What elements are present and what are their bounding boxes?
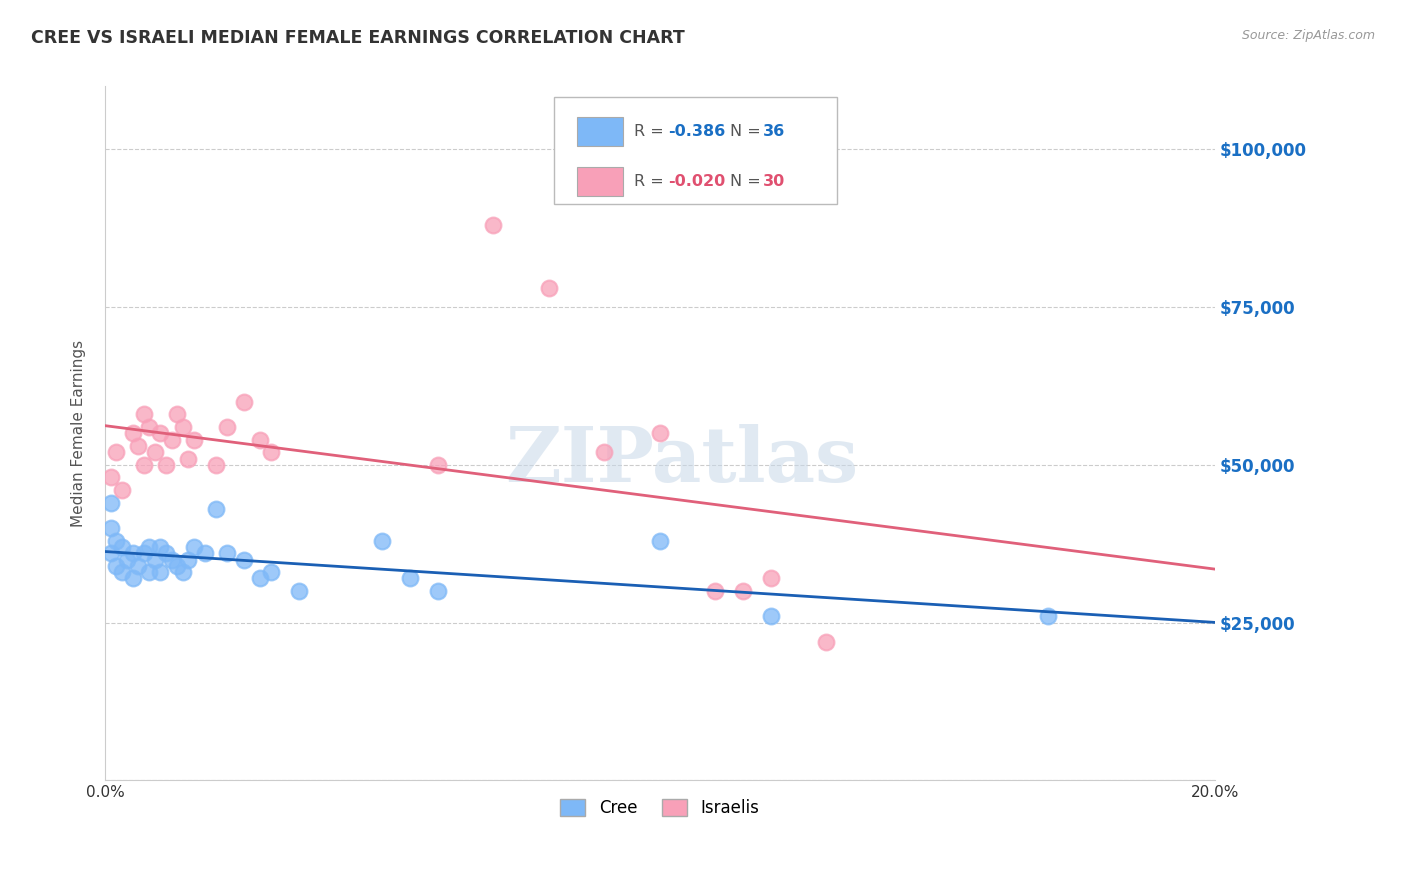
Point — [177, 552, 200, 566]
Point — [138, 540, 160, 554]
Point — [249, 571, 271, 585]
Text: CREE VS ISRAELI MEDIAN FEMALE EARNINGS CORRELATION CHART: CREE VS ISRAELI MEDIAN FEMALE EARNINGS C… — [31, 29, 685, 46]
Point — [815, 634, 838, 648]
Text: 36: 36 — [763, 124, 786, 139]
Point — [138, 420, 160, 434]
Point — [232, 394, 254, 409]
Point — [132, 546, 155, 560]
Point — [115, 552, 138, 566]
Point — [121, 426, 143, 441]
Point — [648, 533, 671, 548]
Point — [249, 433, 271, 447]
Point — [215, 546, 238, 560]
Point — [132, 408, 155, 422]
Point — [105, 445, 128, 459]
Point — [172, 565, 194, 579]
Point — [111, 540, 134, 554]
Point — [166, 408, 188, 422]
Point — [232, 552, 254, 566]
Point — [143, 552, 166, 566]
Point — [127, 558, 149, 573]
Point — [100, 546, 122, 560]
Point — [166, 558, 188, 573]
Point — [149, 540, 172, 554]
FancyBboxPatch shape — [554, 96, 838, 204]
Point — [105, 533, 128, 548]
Text: N =: N = — [730, 124, 766, 139]
Point — [121, 546, 143, 560]
Text: R =: R = — [634, 174, 669, 189]
Point — [260, 445, 283, 459]
Point — [155, 546, 177, 560]
Point — [132, 458, 155, 472]
Point — [1038, 609, 1060, 624]
FancyBboxPatch shape — [576, 168, 623, 196]
Point — [183, 433, 205, 447]
Point — [733, 584, 755, 599]
Point — [149, 426, 172, 441]
Point — [160, 433, 183, 447]
Point — [183, 540, 205, 554]
Text: R =: R = — [634, 124, 669, 139]
Point — [648, 426, 671, 441]
Point — [759, 609, 782, 624]
Point — [205, 502, 228, 516]
Point — [704, 584, 727, 599]
FancyBboxPatch shape — [576, 117, 623, 146]
Text: -0.020: -0.020 — [668, 174, 725, 189]
Legend: Cree, Israelis: Cree, Israelis — [554, 792, 766, 824]
Point — [759, 571, 782, 585]
Text: Source: ZipAtlas.com: Source: ZipAtlas.com — [1241, 29, 1375, 42]
Y-axis label: Median Female Earnings: Median Female Earnings — [72, 340, 86, 527]
Point — [172, 420, 194, 434]
Text: -0.386: -0.386 — [668, 124, 725, 139]
Point — [426, 584, 449, 599]
Point — [288, 584, 311, 599]
Point — [160, 552, 183, 566]
Point — [100, 496, 122, 510]
Point — [205, 458, 228, 472]
Point — [260, 565, 283, 579]
Point — [143, 445, 166, 459]
Point — [100, 470, 122, 484]
Point — [177, 451, 200, 466]
Point — [149, 565, 172, 579]
Point — [371, 533, 394, 548]
Point — [482, 218, 505, 232]
Point — [127, 439, 149, 453]
Point — [138, 565, 160, 579]
Text: 30: 30 — [763, 174, 786, 189]
Text: N =: N = — [730, 174, 766, 189]
Point — [537, 281, 560, 295]
Point — [399, 571, 422, 585]
Point — [194, 546, 217, 560]
Point — [111, 565, 134, 579]
Point — [593, 445, 616, 459]
Point — [121, 571, 143, 585]
Point — [100, 521, 122, 535]
Point — [155, 458, 177, 472]
Text: ZIPatlas: ZIPatlas — [506, 424, 859, 498]
Point — [215, 420, 238, 434]
Point — [426, 458, 449, 472]
Point — [105, 558, 128, 573]
Point — [111, 483, 134, 497]
